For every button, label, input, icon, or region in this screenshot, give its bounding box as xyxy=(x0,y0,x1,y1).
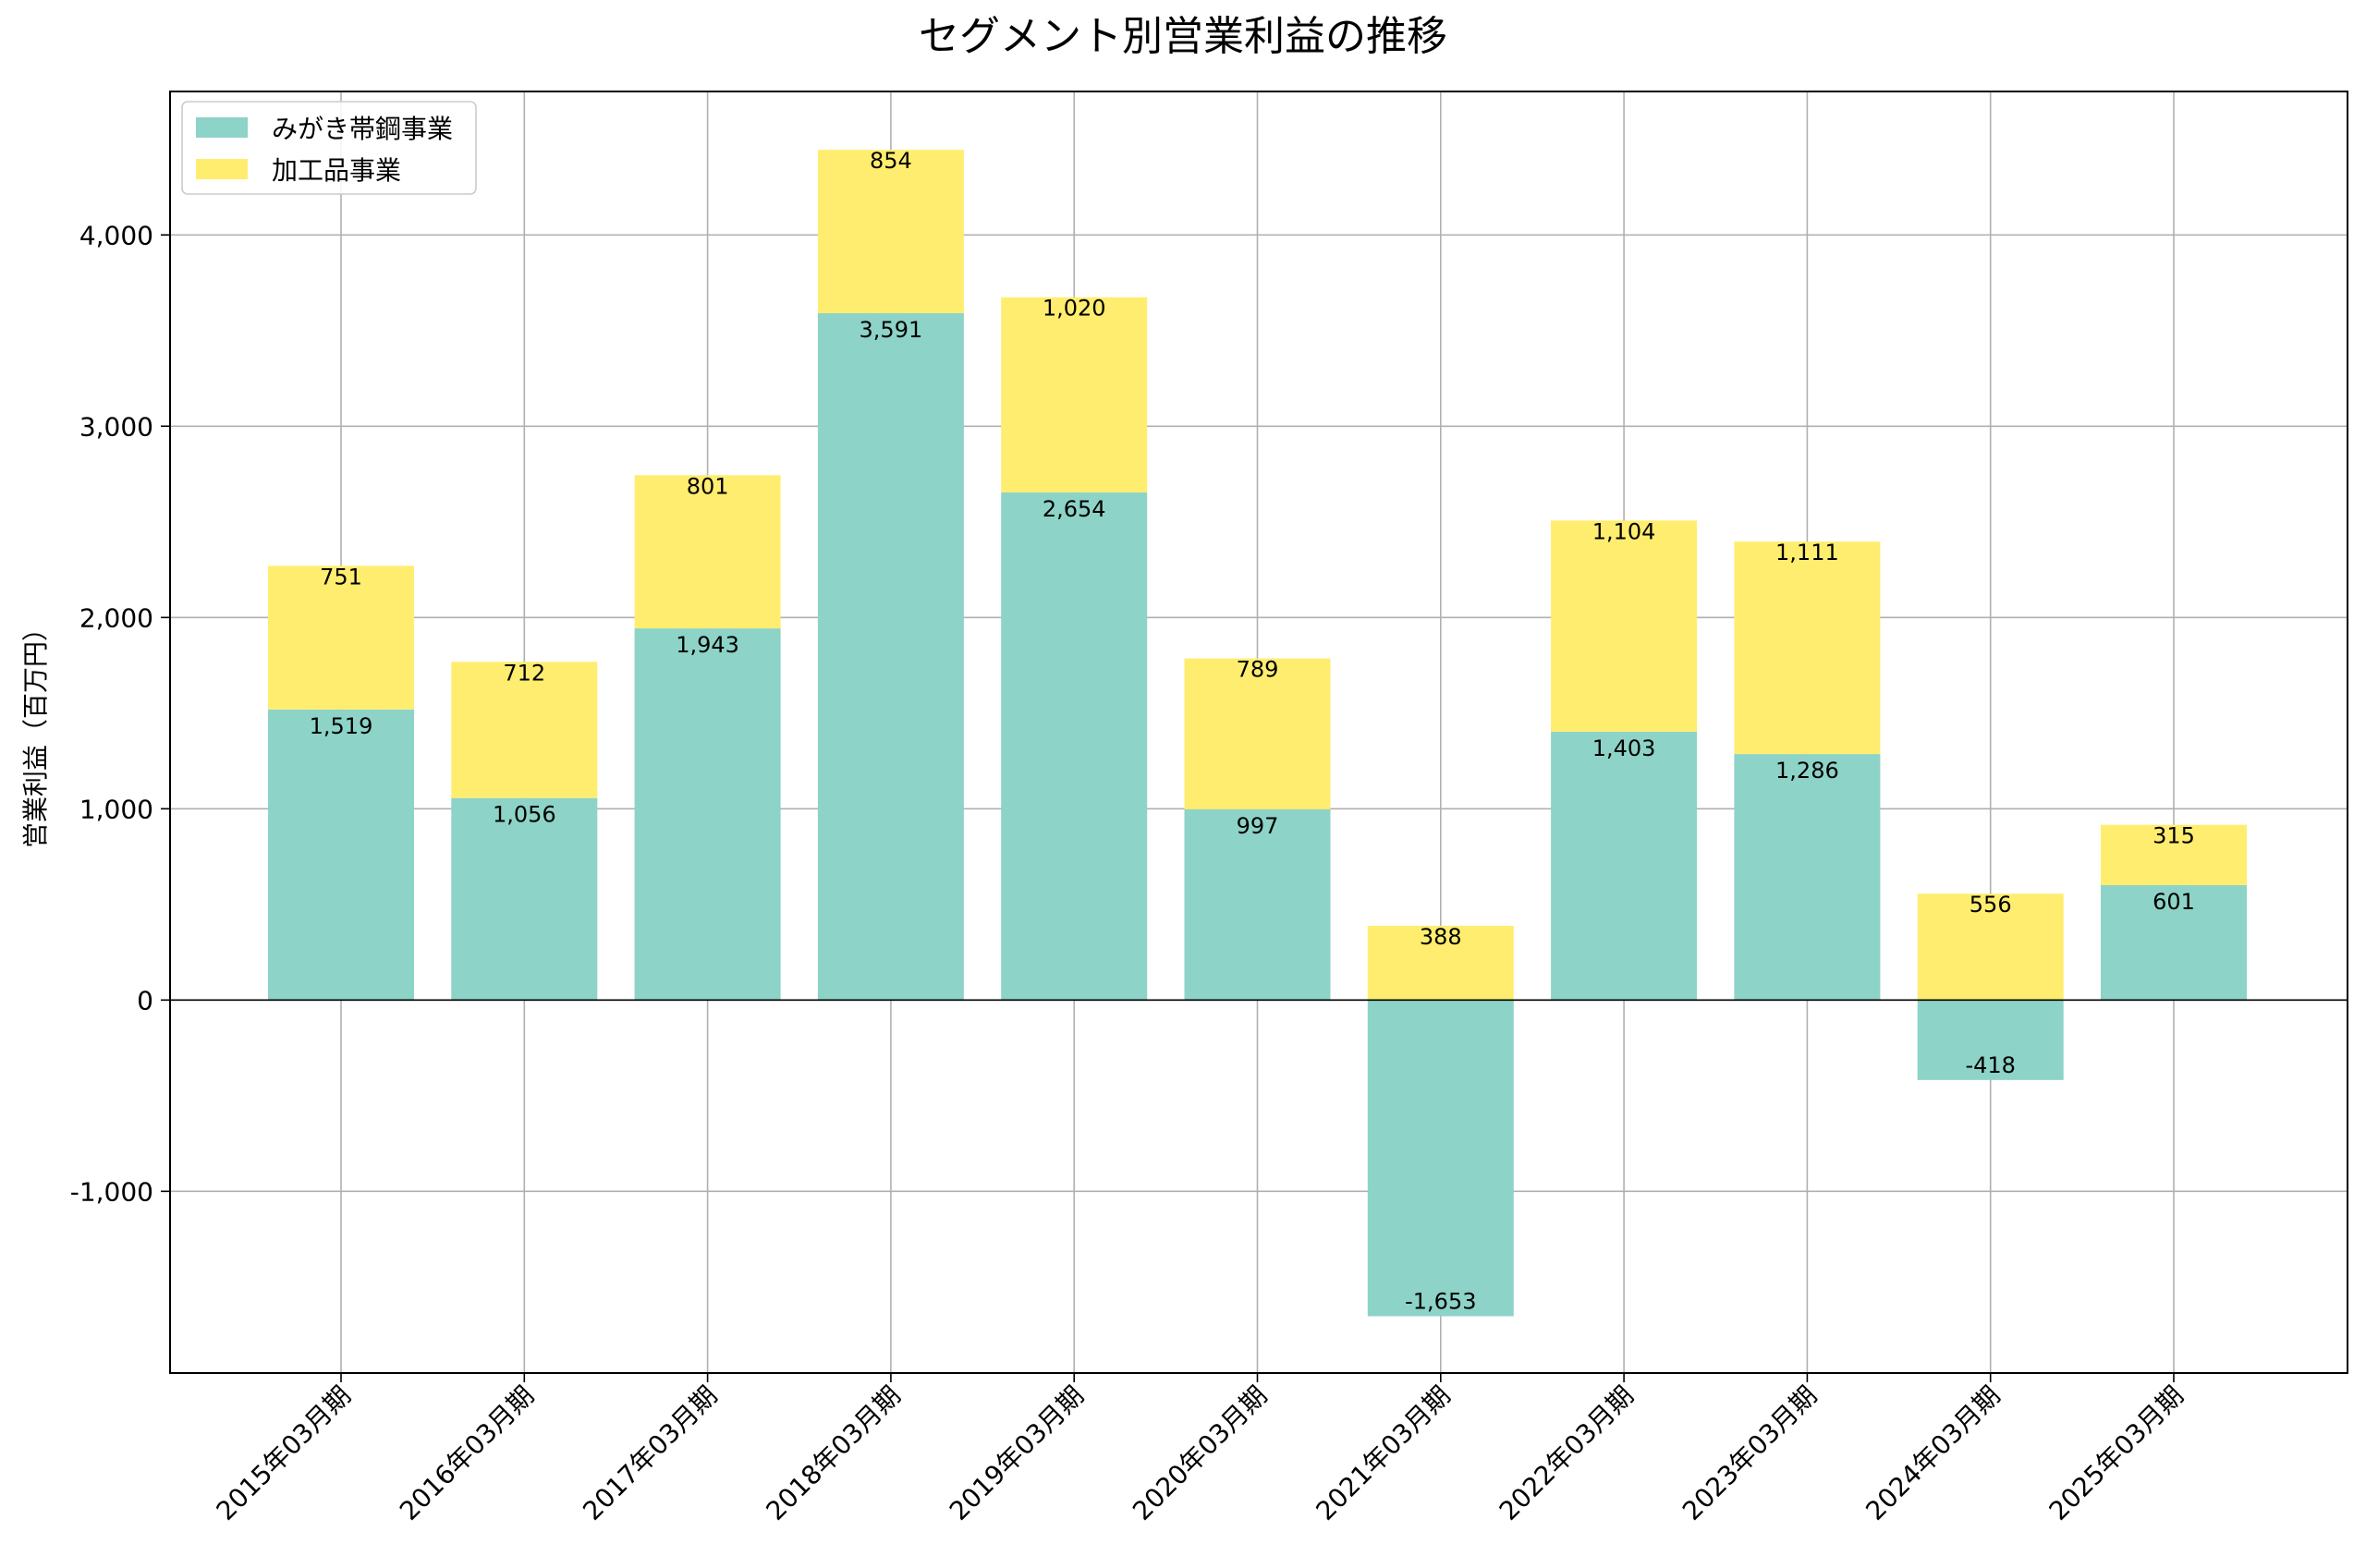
bar-segment-base xyxy=(634,628,781,1001)
data-label-top: 1,020 xyxy=(1043,296,1106,322)
bar-segment-top xyxy=(1001,297,1148,492)
y-tick-label: 3,000 xyxy=(79,411,153,442)
y-tick-label: 2,000 xyxy=(79,602,153,633)
bar-segment-base xyxy=(268,709,414,1001)
x-tick-label: 2020年03月期 xyxy=(1127,1380,1273,1526)
x-tick-label: 2023年03月期 xyxy=(1677,1380,1823,1526)
bar-segment-base xyxy=(817,312,964,1001)
data-label-base: 1,286 xyxy=(1775,758,1839,784)
data-labels: 1,519 751 1,056 712 1,943 801 3,591 854 2,654 1,0… xyxy=(310,148,2195,1314)
legend-box xyxy=(181,101,477,195)
data-label-top: 751 xyxy=(320,564,362,590)
bar-segment-base xyxy=(1734,754,1881,1001)
data-label-top: 388 xyxy=(1420,924,1462,950)
data-label-base: 997 xyxy=(1237,813,1279,839)
bar-segment-top xyxy=(1917,893,2064,1001)
data-label-base: 1,943 xyxy=(676,632,739,658)
bar-segment-top xyxy=(268,565,414,710)
bars xyxy=(268,150,2247,1317)
data-label-base: 2,654 xyxy=(1043,496,1106,522)
data-label-top: 789 xyxy=(1237,657,1279,683)
data-label-top: 801 xyxy=(687,473,729,499)
chart-title: セグメント別営業利益の推移 xyxy=(919,13,1447,60)
legend-swatch xyxy=(196,159,248,179)
bar-segment-base xyxy=(451,797,598,1001)
legend-swatch xyxy=(196,117,248,138)
x-tick-label: 2022年03月期 xyxy=(1494,1380,1640,1526)
data-label-top: 712 xyxy=(503,660,545,686)
x-tick-label: 2017年03月期 xyxy=(577,1380,723,1526)
data-label-base: 1,056 xyxy=(493,802,556,828)
legend-label: 加工品事業 xyxy=(272,155,401,186)
data-label-top: 1,111 xyxy=(1775,540,1839,565)
plot-frame xyxy=(169,91,2348,1374)
data-label-top: 315 xyxy=(2153,823,2195,849)
data-label-base: 1,403 xyxy=(1592,735,1656,761)
x-tick-label: 2016年03月期 xyxy=(394,1380,540,1526)
bar-segment-top xyxy=(2101,824,2247,885)
x-tick-label: 2015年03月期 xyxy=(211,1380,357,1526)
data-label-base: 1,519 xyxy=(310,713,373,739)
bar-segment-base xyxy=(1551,731,1698,1001)
data-label-base: -418 xyxy=(1965,1052,2015,1078)
bar-segment-top xyxy=(1551,520,1698,732)
data-label-base: -1,653 xyxy=(1405,1289,1476,1315)
y-axis-label: 営業利益（百万円） xyxy=(20,615,51,848)
data-label-top: 854 xyxy=(870,148,912,174)
y-tick-label: -1,000 xyxy=(70,1176,153,1207)
y-tick-label: 0 xyxy=(137,985,153,1015)
bar-segment-top xyxy=(451,662,598,798)
x-tick-label: 2019年03月期 xyxy=(944,1380,1090,1526)
y-tick-label: 4,000 xyxy=(79,220,153,250)
data-label-base: 3,591 xyxy=(860,317,923,343)
x-tick-label: 2025年03月期 xyxy=(2043,1380,2189,1526)
bar-segment-top xyxy=(817,150,964,313)
x-tick-label: 2021年03月期 xyxy=(1310,1380,1456,1526)
bar-segment-top xyxy=(1367,925,1514,1001)
bar-segment-top xyxy=(1184,658,1331,809)
y-tick-label: 1,000 xyxy=(79,794,153,824)
x-tick-label: 2024年03月期 xyxy=(1860,1380,2006,1526)
data-label-top: 556 xyxy=(1970,892,2012,918)
bar-segment-base xyxy=(1184,808,1331,1001)
bar-segment-base xyxy=(1367,1000,1514,1317)
x-tick-label: 2018年03月期 xyxy=(761,1380,907,1526)
legend-label: みがき帯鋼事業 xyxy=(272,114,453,144)
bar-segment-top xyxy=(1734,541,1881,755)
data-label-base: 601 xyxy=(2153,889,2195,915)
bar-segment-base xyxy=(2101,884,2247,1001)
bar-segment-base xyxy=(1917,1000,2064,1080)
bar-segment-top xyxy=(634,475,781,629)
bar-segment-base xyxy=(1001,492,1148,1001)
data-label-top: 1,104 xyxy=(1592,518,1656,544)
